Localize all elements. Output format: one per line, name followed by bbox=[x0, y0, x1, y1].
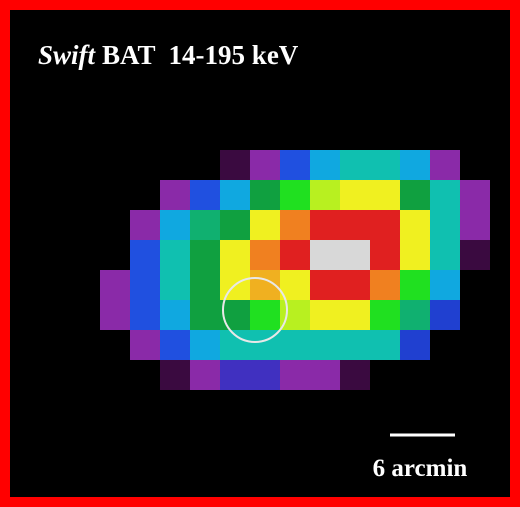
pixel bbox=[340, 300, 370, 330]
pixel bbox=[400, 150, 430, 180]
pixel bbox=[160, 270, 190, 300]
pixel bbox=[160, 360, 190, 390]
pixel bbox=[100, 270, 130, 300]
pixel bbox=[340, 330, 370, 360]
pixel bbox=[310, 240, 340, 270]
pixel bbox=[160, 300, 190, 330]
pixel bbox=[310, 150, 340, 180]
pixel bbox=[280, 360, 310, 390]
pixel bbox=[190, 330, 220, 360]
pixel bbox=[370, 270, 400, 300]
pixel bbox=[340, 150, 370, 180]
pixel bbox=[160, 330, 190, 360]
pixel bbox=[340, 240, 370, 270]
pixel bbox=[310, 360, 340, 390]
pixel bbox=[370, 210, 400, 240]
sky-image: SwiftBAT 14-195 keV 6 arcmin bbox=[0, 0, 520, 507]
pixel bbox=[220, 150, 250, 180]
pixel bbox=[190, 360, 220, 390]
pixel bbox=[400, 210, 430, 240]
pixel bbox=[280, 150, 310, 180]
pixel bbox=[190, 270, 220, 300]
pixel bbox=[160, 180, 190, 210]
pixel bbox=[340, 270, 370, 300]
pixel bbox=[310, 330, 340, 360]
pixel bbox=[340, 360, 370, 390]
pixel bbox=[250, 240, 280, 270]
pixel bbox=[310, 270, 340, 300]
pixel bbox=[190, 240, 220, 270]
pixel bbox=[220, 360, 250, 390]
pixel bbox=[340, 210, 370, 240]
pixel bbox=[220, 210, 250, 240]
pixel bbox=[400, 330, 430, 360]
pixel bbox=[460, 180, 490, 210]
pixel bbox=[250, 150, 280, 180]
pixel bbox=[130, 210, 160, 240]
pixel bbox=[430, 240, 460, 270]
title-emphasis: Swift bbox=[38, 40, 97, 70]
pixel bbox=[220, 180, 250, 210]
pixel bbox=[310, 210, 340, 240]
title-text: BAT 14-195 keV bbox=[102, 40, 299, 70]
pixel bbox=[400, 240, 430, 270]
pixel bbox=[220, 300, 250, 330]
pixel bbox=[460, 210, 490, 240]
pixel bbox=[130, 240, 160, 270]
pixel bbox=[280, 240, 310, 270]
page: SwiftBAT 14-195 keV 6 arcmin (() => { co… bbox=[0, 0, 520, 507]
pixel bbox=[430, 270, 460, 300]
pixel bbox=[370, 180, 400, 210]
pixel bbox=[430, 150, 460, 180]
pixel bbox=[430, 300, 460, 330]
pixel bbox=[310, 300, 340, 330]
pixel bbox=[250, 180, 280, 210]
pixel bbox=[250, 360, 280, 390]
pixel bbox=[310, 180, 340, 210]
pixel bbox=[280, 330, 310, 360]
pixel bbox=[370, 330, 400, 360]
pixel bbox=[430, 180, 460, 210]
pixel bbox=[400, 270, 430, 300]
pixel bbox=[250, 300, 280, 330]
pixel bbox=[130, 270, 160, 300]
pixel bbox=[160, 210, 190, 240]
pixel bbox=[250, 210, 280, 240]
pixel bbox=[370, 300, 400, 330]
pixel bbox=[430, 210, 460, 240]
pixel bbox=[100, 300, 130, 330]
pixel bbox=[370, 240, 400, 270]
pixel bbox=[280, 180, 310, 210]
pixel bbox=[280, 210, 310, 240]
pixel bbox=[400, 180, 430, 210]
pixel bbox=[280, 300, 310, 330]
pixel bbox=[370, 150, 400, 180]
pixel bbox=[460, 240, 490, 270]
pixel bbox=[340, 180, 370, 210]
pixel bbox=[130, 300, 160, 330]
scale-bar-label: 6 arcmin bbox=[373, 455, 468, 482]
pixel bbox=[190, 210, 220, 240]
pixel bbox=[130, 330, 160, 360]
pixel bbox=[190, 300, 220, 330]
pixel bbox=[160, 240, 190, 270]
pixel bbox=[190, 180, 220, 210]
pixel bbox=[220, 240, 250, 270]
pixel bbox=[400, 300, 430, 330]
